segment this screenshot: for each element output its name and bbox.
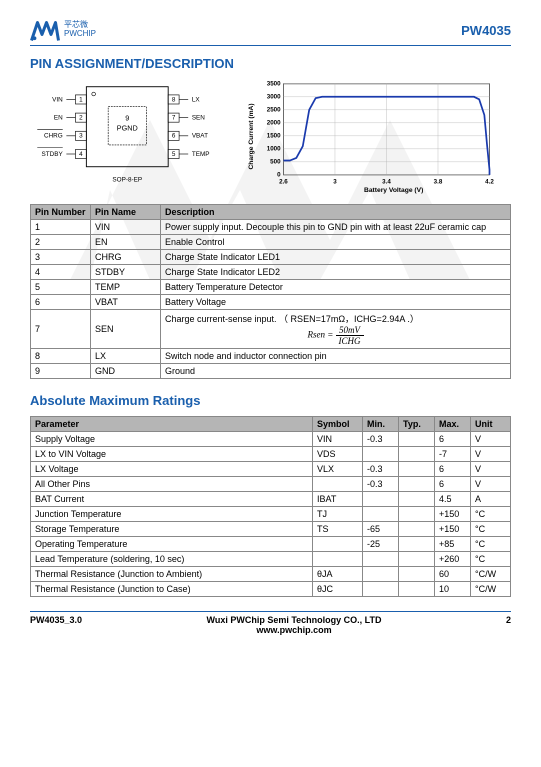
logo-text: 平芯微 PWCHIP <box>64 21 96 39</box>
svg-text:VBAT: VBAT <box>192 133 208 140</box>
pin-table-header: Pin Name <box>91 205 161 220</box>
svg-text:9: 9 <box>125 113 129 122</box>
footer-left: PW4035_3.0 <box>30 615 82 635</box>
ratings-header: Parameter <box>31 417 313 432</box>
svg-text:3500: 3500 <box>267 81 281 88</box>
ratings-header: Symbol <box>313 417 363 432</box>
ratings-header: Max. <box>435 417 471 432</box>
svg-text:3: 3 <box>333 178 337 185</box>
table-row: Junction TemperatureTJ+150°C <box>31 507 511 522</box>
table-row: LX VoltageVLX-0.36V <box>31 462 511 477</box>
table-row: 5TEMPBattery Temperature Detector <box>31 280 511 295</box>
svg-text:8: 8 <box>172 96 176 103</box>
svg-text:7: 7 <box>172 114 176 121</box>
svg-text:3: 3 <box>79 133 83 140</box>
svg-text:Charge Current (mA): Charge Current (mA) <box>248 103 255 169</box>
svg-text:2000: 2000 <box>267 120 281 127</box>
svg-text:4: 4 <box>79 151 83 158</box>
svg-text:Battery Voltage (V): Battery Voltage (V) <box>364 187 423 194</box>
table-row: Lead Temperature (soldering, 10 sec)+260… <box>31 552 511 567</box>
svg-text:1000: 1000 <box>267 146 281 153</box>
svg-text:1500: 1500 <box>267 133 281 140</box>
svg-text:LX: LX <box>192 96 201 103</box>
table-row: 4STDBYCharge State Indicator LED2 <box>31 265 511 280</box>
section-pin-title: PIN ASSIGNMENT/DESCRIPTION <box>30 56 511 71</box>
table-row: Thermal Resistance (Junction to Ambient)… <box>31 567 511 582</box>
table-row: 2ENEnable Control <box>31 235 511 250</box>
table-row: BAT CurrentIBAT4.5A <box>31 492 511 507</box>
svg-text:2.6: 2.6 <box>279 178 288 185</box>
logo-block: 平芯微 PWCHIP <box>30 18 96 42</box>
table-row: 3CHRGCharge State Indicator LED1 <box>31 250 511 265</box>
table-row: 6VBATBattery Voltage <box>31 295 511 310</box>
svg-text:3.4: 3.4 <box>382 178 391 185</box>
svg-text:6: 6 <box>172 133 176 140</box>
part-number: PW4035 <box>461 23 511 38</box>
table-row: Storage TemperatureTS-65+150°C <box>31 522 511 537</box>
pin-table-header: Pin Number <box>31 205 91 220</box>
svg-text:4.2: 4.2 <box>485 178 494 185</box>
footer-center: Wuxi PWChip Semi Technology CO., LTD www… <box>82 615 506 635</box>
svg-text:STDBY: STDBY <box>42 151 64 158</box>
charge-chart: Charge Current (mA) Battery Voltage (V) … <box>238 79 511 194</box>
svg-text:PGND: PGND <box>117 123 138 132</box>
ratings-header: Min. <box>363 417 399 432</box>
company-en: PWCHIP <box>64 30 96 39</box>
svg-text:SOP-8-EP: SOP-8-EP <box>112 176 142 183</box>
footer-company: Wuxi PWChip Semi Technology CO., LTD <box>207 615 382 625</box>
ratings-table: ParameterSymbolMin.Typ.Max.Unit Supply V… <box>30 416 511 597</box>
ratings-header: Typ. <box>399 417 435 432</box>
svg-text:3.8: 3.8 <box>434 178 443 185</box>
table-row: All Other Pins-0.36V <box>31 477 511 492</box>
svg-text:5: 5 <box>172 151 176 158</box>
pin-table: Pin NumberPin NameDescription 1VINPower … <box>30 204 511 379</box>
pin-table-header: Description <box>161 205 511 220</box>
table-row: LX to VIN VoltageVDS-7V <box>31 447 511 462</box>
table-row: 9GNDGround <box>31 364 511 379</box>
svg-text:SEN: SEN <box>192 114 205 121</box>
section-ratings-title: Absolute Maximum Ratings <box>30 393 511 408</box>
svg-text:TEMP: TEMP <box>192 151 210 158</box>
footer-page-num: 2 <box>506 615 511 635</box>
table-row: 8LXSwitch node and inductor connection p… <box>31 349 511 364</box>
header: 平芯微 PWCHIP PW4035 <box>30 18 511 46</box>
table-row: Supply VoltageVIN-0.36V <box>31 432 511 447</box>
svg-text:0: 0 <box>277 172 281 179</box>
svg-text:2: 2 <box>79 114 83 121</box>
svg-text:500: 500 <box>270 159 281 166</box>
footer: PW4035_3.0 Wuxi PWChip Semi Technology C… <box>30 611 511 635</box>
logo-icon <box>30 18 60 42</box>
svg-text:3000: 3000 <box>267 94 281 101</box>
table-row: 7SENCharge current-sense input. （ RSEN=1… <box>31 310 511 349</box>
svg-text:CHRG: CHRG <box>44 133 63 140</box>
svg-text:VIN: VIN <box>52 96 63 103</box>
ratings-header: Unit <box>471 417 511 432</box>
table-row: Operating Temperature-25+85°C <box>31 537 511 552</box>
svg-text:2500: 2500 <box>267 107 281 114</box>
pinout-diagram: 9 PGND 1 VIN 2 EN 3 CHRG 4 STDBY 8 LX 7 SEN 6 VBAT 5 T… <box>30 79 230 189</box>
svg-text:1: 1 <box>79 96 83 103</box>
table-row: Thermal Resistance (Junction to Case)θJC… <box>31 582 511 597</box>
table-row: 1VINPower supply input. Decouple this pi… <box>31 220 511 235</box>
svg-text:EN: EN <box>54 114 63 121</box>
footer-url: www.pwchip.com <box>256 625 331 635</box>
